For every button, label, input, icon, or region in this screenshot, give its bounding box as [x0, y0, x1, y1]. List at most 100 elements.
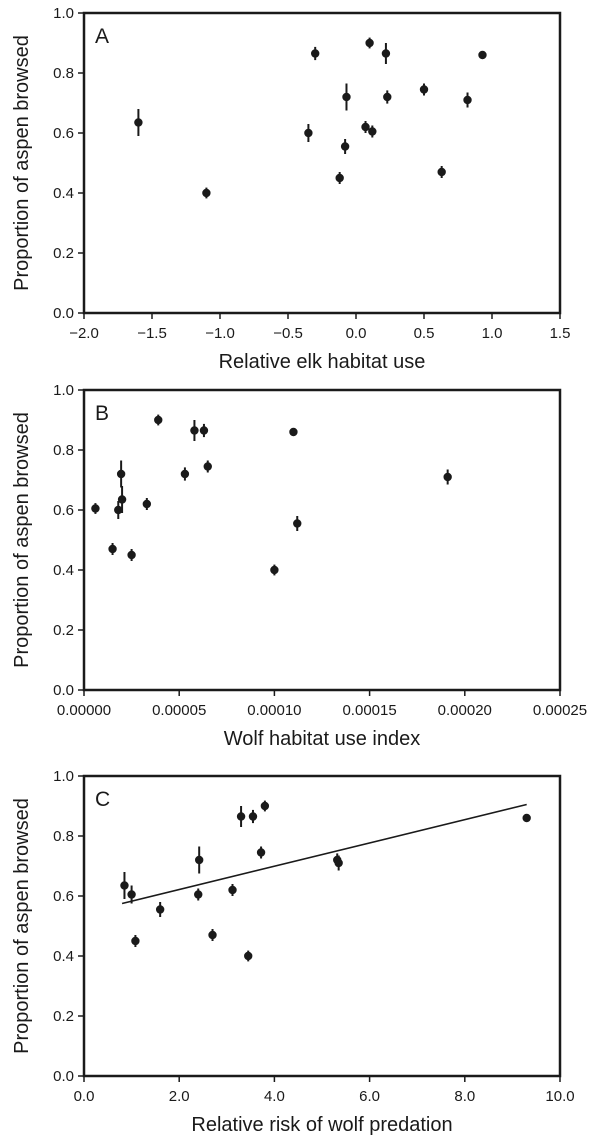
data-point [244, 951, 253, 961]
x-tick-label: 0.00010 [247, 702, 301, 719]
data-point [114, 505, 123, 515]
y-tick-label: 0.4 [53, 562, 74, 579]
data-point [131, 936, 140, 946]
plot-frame [82, 774, 562, 1078]
y-tick-label: 0.0 [53, 682, 74, 699]
x-tick-label: 0.00000 [57, 702, 111, 719]
data-point [180, 469, 190, 479]
data-point [335, 173, 344, 183]
data-point [203, 462, 212, 471]
data-point [368, 127, 377, 136]
x-axis-label: Relative risk of wolf predation [191, 1114, 452, 1136]
data-point [228, 885, 237, 895]
data-point [155, 905, 165, 914]
data-point [208, 930, 217, 940]
data-point [256, 848, 266, 857]
data-point [361, 122, 370, 132]
y-tick-label: 0.6 [53, 502, 74, 519]
x-tick-label: 4.0 [264, 1088, 285, 1105]
data-point [117, 495, 127, 504]
data-point [334, 858, 343, 868]
y-tick-label: 0.8 [53, 442, 74, 459]
y-tick-label: 0.2 [53, 245, 74, 262]
data-point [199, 426, 209, 435]
data-point [463, 95, 472, 105]
data-point [202, 188, 211, 198]
panel-c: C 0.0 0.2 0.4 0.6 0.8 1.0 0.0 2.0 4.0 6.0 8.0 10.0 Re… [11, 768, 575, 1136]
x-tick-label: −1.0 [205, 325, 235, 342]
x-tick-label: 0.00020 [438, 702, 492, 719]
data-point [383, 92, 392, 102]
x-axis-label: Relative elk habitat use [219, 351, 426, 373]
plot-frame [82, 11, 562, 315]
x-tick-label: 6.0 [359, 1088, 380, 1105]
y-tick-label: 1.0 [53, 382, 74, 399]
x-tick-label: 0.00025 [533, 702, 587, 719]
data-point [293, 519, 302, 528]
y-axis-label: Proportion of aspen browsed [11, 798, 33, 1054]
data-point [154, 415, 163, 425]
data-point [340, 142, 350, 151]
x-tick-label: 0.0 [74, 1088, 95, 1105]
x-tick-label: 0.00005 [152, 702, 206, 719]
x-tick-label: 1.0 [482, 325, 503, 342]
panel-b: B 0.0 0.2 0.4 0.6 0.8 1.0 0.00000 0.00005 0.00010… [11, 382, 587, 750]
x-tick-label: −1.5 [137, 325, 167, 342]
data-point [194, 890, 203, 899]
data-point [142, 499, 152, 509]
data-point [478, 50, 487, 60]
x-tick-label: 0.5 [414, 325, 435, 342]
y-axis-label: Proportion of aspen browsed [11, 412, 33, 668]
data-point [120, 881, 129, 890]
data-point [289, 427, 298, 437]
data-point [134, 118, 143, 127]
trend-line [121, 803, 527, 905]
data-point [236, 812, 246, 821]
x-tick-label: 0.00015 [342, 702, 396, 719]
data-point [437, 167, 446, 177]
panel-letter: A [95, 25, 109, 48]
x-tick-label: 8.0 [454, 1088, 475, 1105]
x-tick-label: 0.0 [346, 325, 367, 342]
y-axis-label: Proportion of aspen browsed [11, 35, 33, 291]
data-point [304, 128, 313, 138]
data-point [365, 38, 374, 48]
data-point [108, 544, 117, 554]
y-tick-label: 0.2 [53, 1008, 74, 1025]
panel-a: A 0.0 0.2 0.4 0.6 0.8 1.0 −2.0 −1.5 −1.0 −0.5 0.0 0.… [11, 5, 570, 373]
x-tick-label: 1.5 [550, 325, 571, 342]
y-tick-label: 0.2 [53, 622, 74, 639]
y-tick-label: 1.0 [53, 768, 74, 785]
y-tick-label: 0.8 [53, 828, 74, 845]
data-point [342, 92, 351, 102]
data-point [248, 812, 258, 821]
y-tick-label: 0.0 [53, 1068, 74, 1085]
data-point [522, 813, 531, 823]
data-point [127, 550, 136, 560]
y-tick-label: 1.0 [53, 5, 74, 22]
panel-letter: B [95, 402, 109, 425]
data-point [270, 565, 279, 575]
y-tick-label: 0.0 [53, 305, 74, 322]
x-tick-label: 10.0 [545, 1088, 574, 1105]
data-point [311, 49, 320, 58]
x-axis-label: Wolf habitat use index [224, 728, 420, 750]
data-point [127, 890, 136, 899]
y-tick-label: 0.8 [53, 65, 74, 82]
data-point [91, 504, 100, 513]
panel-letter: C [95, 788, 110, 811]
y-tick-label: 0.6 [53, 888, 74, 905]
data-point [190, 426, 199, 435]
data-point [381, 49, 391, 58]
plot-frame [82, 388, 562, 692]
y-tick-label: 0.6 [53, 125, 74, 142]
data-point [443, 472, 452, 482]
data-point [419, 85, 429, 94]
x-tick-label: −2.0 [69, 325, 99, 342]
data-point [194, 855, 204, 865]
y-tick-label: 0.4 [53, 185, 74, 202]
data-point [116, 469, 126, 479]
y-tick-label: 0.4 [53, 948, 74, 965]
x-tick-label: −0.5 [273, 325, 303, 342]
